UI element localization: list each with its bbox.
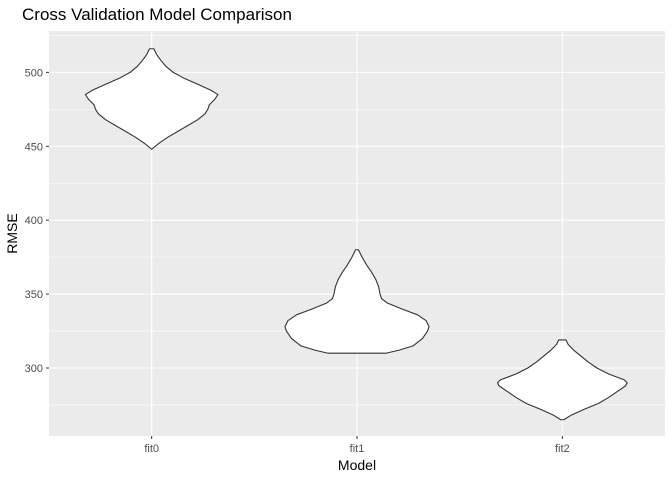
- y-tick-label: 450: [25, 141, 43, 153]
- x-tick-label: fit0: [144, 443, 159, 455]
- axes: 300 350 400 450 500 fit0 fit1 fit2: [25, 67, 570, 455]
- violins: [84, 48, 628, 421]
- y-tick-label: 350: [25, 289, 43, 301]
- y-axis-title: RMSE: [4, 213, 20, 253]
- x-axis-title: Model: [338, 457, 376, 473]
- x-tick-label: fit1: [350, 443, 365, 455]
- y-tick-label: 500: [25, 67, 43, 79]
- violin-fit0: [84, 48, 219, 150]
- violin-fit2: [496, 339, 628, 421]
- y-tick-label: 400: [25, 215, 43, 227]
- y-tick-label: 300: [25, 363, 43, 375]
- chart-title: Cross Validation Model Comparison: [22, 5, 292, 24]
- violin-fit1: [284, 249, 430, 354]
- x-tick-label: fit2: [555, 443, 570, 455]
